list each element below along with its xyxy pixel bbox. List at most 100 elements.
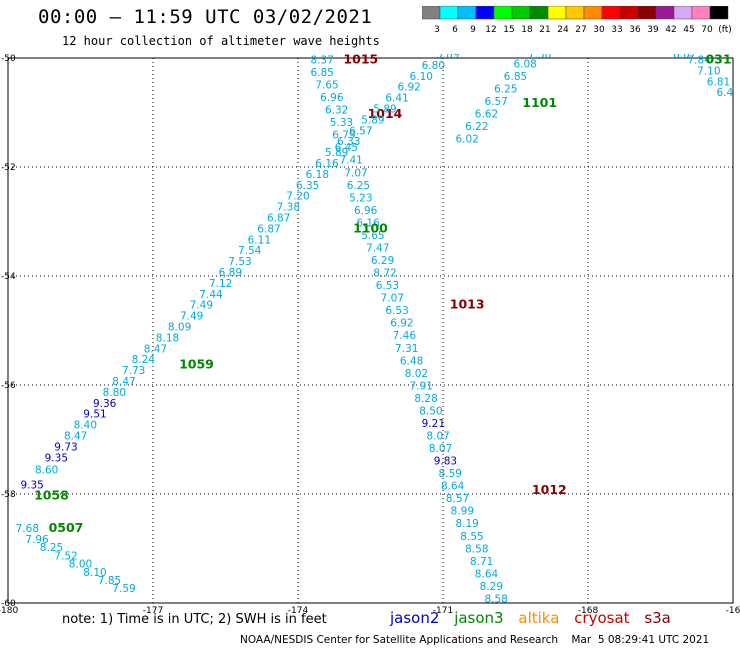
swh-data-label: 8.25 [40, 542, 63, 554]
swh-data-label: 6.11 [248, 234, 271, 246]
swh-data-label: 8.72 [373, 268, 396, 280]
swh-data-label: 9.51 [83, 409, 106, 421]
swh-data-label: 6.57 [349, 125, 372, 137]
swh-data-label: 6.49 [716, 87, 739, 99]
legend-item-s3a: s3a [644, 609, 671, 627]
x-tick-label: -16 [726, 606, 740, 616]
swh-data-label: 8.64 [441, 481, 465, 493]
swh-data-label: 9.83 [434, 456, 457, 468]
chart-subtitle: 12 hour collection of altimeter wave hei… [62, 34, 380, 48]
swh-data-label: 8.02 [405, 368, 428, 380]
colorbar-label: 27 [575, 25, 586, 35]
y-tick-label: -50 [1, 54, 16, 64]
colorbar-label: 18 [521, 25, 533, 35]
swh-data-label: 6.32 [325, 105, 348, 117]
swh-data-label: 7.59 [112, 583, 135, 595]
swh-data-label: 7.54 [238, 245, 262, 257]
pass-time-label: 031 [705, 51, 731, 66]
swh-data-label: 6.53 [385, 305, 408, 317]
swh-data-label: 6.16 [315, 158, 339, 170]
swh-data-label: 7.47 [366, 242, 389, 254]
x-tick-label: -180 [0, 606, 18, 616]
y-tick-label: -52 [1, 163, 16, 173]
swh-data-label: 6.48 [400, 355, 423, 367]
swh-data-label: 5.89 [361, 114, 384, 126]
pass-time-label: 1058 [34, 487, 69, 502]
swh-data-label: 5.33 [330, 117, 353, 129]
colorbar-label: 42 [665, 25, 676, 35]
swh-data-label: 6.92 [397, 82, 420, 94]
y-tick-label: -60 [1, 599, 16, 609]
swh-data-label: 6.22 [465, 121, 488, 133]
swh-data-label: 7.12 [209, 278, 232, 290]
swh-data-label: 7.20 [286, 191, 309, 203]
swh-data-label: 6.25 [347, 180, 370, 192]
x-tick-label: -168 [578, 606, 599, 616]
swh-data-label: 8.58 [465, 543, 488, 555]
swh-data-label: 8.18 [156, 332, 179, 344]
swh-data-label: 6.96 [354, 205, 378, 217]
swh-data-label: 5.89 [325, 147, 348, 159]
colorbar-label: (ft) [718, 25, 732, 35]
swh-data-label: 8.55 [460, 531, 483, 543]
pass-time-label: 1015 [343, 51, 378, 66]
swh-data-label: 8.64 [475, 568, 499, 580]
swh-data-label: 7.07 [344, 167, 367, 179]
swh-data-label: 6.33 [337, 136, 360, 148]
swh-data-label: 9.21 [422, 418, 445, 430]
swh-data-label: 8.29 [480, 581, 503, 593]
swh-data-label: 6.41 [385, 93, 408, 105]
swh-data-label: 8.57 [446, 493, 469, 505]
colorbar-label: 12 [485, 25, 496, 35]
swh-data-label: 7.52 [54, 550, 77, 562]
plot-area: 8.376.857.656.966.325.336.796.457.417.07… [16, 49, 739, 605]
swh-data-label: 7.73 [122, 365, 145, 377]
swh-data-label: 9.73 [54, 441, 77, 453]
swh-data-label: 8.58 [484, 593, 507, 605]
chart-title: 00:00 – 11:59 UTC 03/02/2021 [38, 6, 373, 28]
pass-time-label: 1100 [353, 220, 388, 235]
color-scale-legend: 3 6 9 12 15 18 21 24 27 30 33 36 39 42 45 70 (ft) [422, 6, 732, 35]
y-tick-label: -56 [1, 381, 16, 391]
colorbar-label: 15 [503, 25, 514, 35]
satellite-legend: jason2 jason3 altika cryosat s3a [390, 609, 681, 627]
swh-data-label: 6.79 [332, 130, 355, 142]
pass-time-label: 1059 [179, 357, 214, 372]
swh-data-label: 6.80 [422, 60, 445, 72]
swh-data-label: 7.44 [199, 289, 223, 301]
swh-data-label: 5.89 [436, 49, 459, 61]
swh-data-label: 7.41 [339, 155, 362, 167]
swh-data-label: 8.40 [74, 420, 97, 432]
swh-data-label: 7.10 [697, 65, 720, 77]
swh-data-label: 6.02 [455, 133, 478, 145]
x-tick-label: -174 [288, 606, 309, 616]
swh-data-label: 8.07 [673, 49, 696, 61]
pass-time-label: 1014 [368, 106, 403, 121]
colorbar-label: 70 [701, 25, 713, 35]
colorbar-label: 6 [452, 25, 458, 35]
swh-data-label: 8.47 [144, 343, 167, 355]
swh-data-label: 8.80 [103, 387, 126, 399]
swh-data-label: 7.46 [393, 330, 417, 342]
swh-data-label: 8.00 [69, 559, 92, 571]
swh-data-label: 8.07 [429, 443, 452, 455]
swh-data-label: 8.71 [470, 556, 493, 568]
pass-time-label: 1013 [450, 297, 485, 312]
pass-time-label: 1012 [532, 482, 567, 497]
swh-data-label: 9.36 [93, 398, 117, 410]
swh-data-label: 6.87 [257, 223, 280, 235]
swh-data-label: 7.53 [228, 256, 251, 268]
swh-data-label: 6.45 [335, 142, 358, 154]
swh-data-label: 8.47 [64, 431, 87, 443]
swh-data-label: 8.10 [83, 567, 106, 579]
pass-time-label: 0507 [49, 520, 84, 535]
swh-data-label: 8.59 [439, 468, 462, 480]
swh-data-label: 6.85 [504, 71, 527, 83]
swh-data-label: 8.19 [455, 518, 478, 530]
legend-item-jason3: jason3 [454, 609, 504, 627]
swh-data-label: 7.31 [395, 343, 418, 355]
swh-data-label: 6.89 [219, 267, 242, 279]
swh-data-label: 8.24 [132, 354, 156, 366]
swh-data-label: 8.07 [426, 431, 449, 443]
